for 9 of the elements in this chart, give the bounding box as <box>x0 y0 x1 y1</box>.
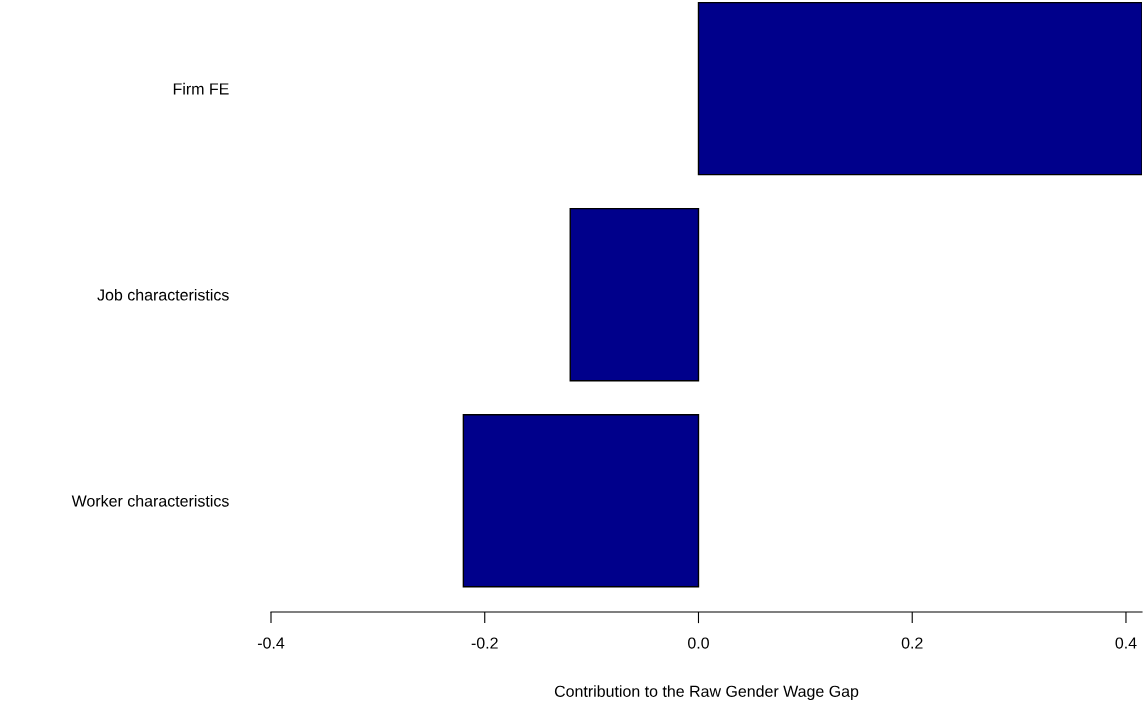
x-tick-label: 0.0 <box>688 637 709 649</box>
y-tick-label: Job characteristics <box>97 288 229 301</box>
x-tick-label: -0.2 <box>471 637 498 649</box>
y-tick-label: Worker characteristics <box>71 494 229 507</box>
x-tick-label: -0.4 <box>257 637 285 649</box>
x-tick-label: 0.4 <box>1115 637 1137 649</box>
y-tick-label: Firm FE <box>173 82 229 95</box>
x-tick-label: 0.2 <box>901 637 923 649</box>
x-axis-title: Contribution to the Raw Gender Wage Gap <box>554 685 859 701</box>
